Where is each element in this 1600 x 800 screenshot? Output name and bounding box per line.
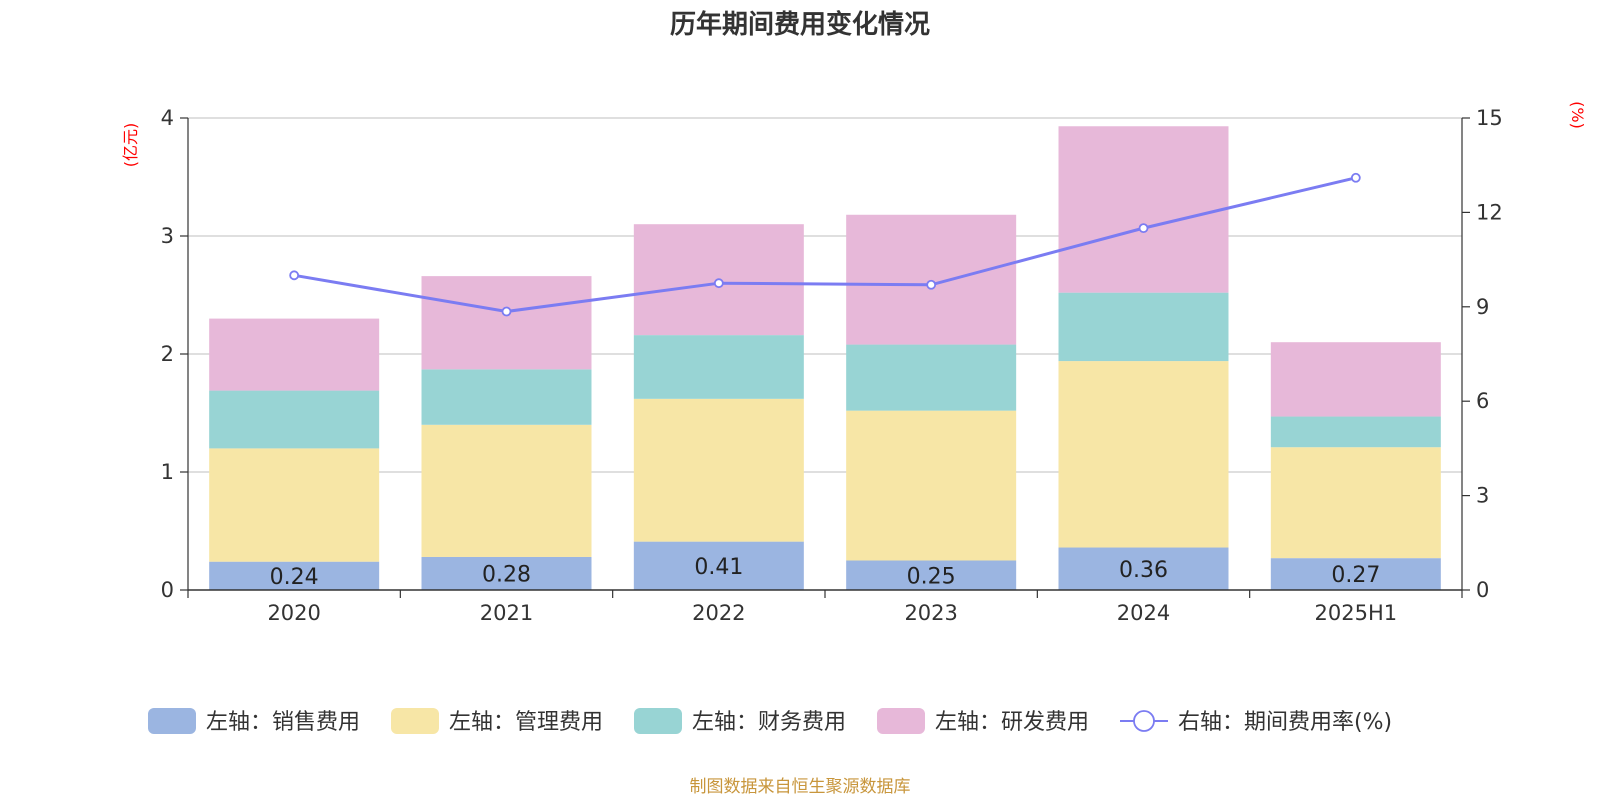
legend-swatch <box>634 708 682 734</box>
bar-segment <box>846 344 1017 411</box>
rate-point <box>1350 172 1361 183</box>
bar-value-label: 0.25 <box>907 564 956 589</box>
bar-group: 0.24 0.28 0.41 0.25 0.36 0.27 <box>209 126 1441 590</box>
rate-point <box>713 278 724 289</box>
bar-segment <box>633 335 804 399</box>
legend: 左轴：销售费用 左轴：管理费用 左轴：财务费用 左轴：研发费用 右轴：期间费用率(%) <box>148 708 1392 735</box>
bar-value-label: 0.24 <box>270 565 319 590</box>
rate-line <box>293 176 1357 314</box>
legend-swatch <box>877 708 925 734</box>
bar-value-label: 0.41 <box>694 555 743 580</box>
bar-segment <box>421 424 592 557</box>
bar-segment <box>846 214 1017 345</box>
right-axis-unit: (%) <box>1568 101 1587 129</box>
bar-segment <box>421 276 592 370</box>
left-tick-label: 3 <box>161 224 174 248</box>
left-tick-label: 2 <box>161 342 174 366</box>
legend-swatch <box>391 708 439 734</box>
bar-segment <box>1270 416 1441 448</box>
right-tick-label: 12 <box>1476 200 1503 224</box>
right-tick-label: 6 <box>1476 389 1489 413</box>
legend-marker <box>1133 710 1155 732</box>
x-tick-label: 2021 <box>480 601 533 625</box>
legend-label: 左轴：销售费用 <box>206 710 360 735</box>
bar-segment <box>1058 361 1229 548</box>
bar-segment <box>633 541 804 590</box>
left-tick-label: 4 <box>161 106 174 130</box>
left-tick-label: 1 <box>161 460 174 484</box>
source-note: 制图数据来自恒生聚源数据库 <box>690 777 911 797</box>
bar-segment <box>421 369 592 425</box>
bar-segment <box>1270 342 1441 417</box>
bar-segment <box>1270 558 1441 590</box>
rate-point <box>501 306 512 317</box>
bar-value-label: 0.27 <box>1331 563 1380 588</box>
legend-label: 左轴：研发费用 <box>935 710 1089 735</box>
bar-segment <box>1058 547 1229 590</box>
left-tick-label: 0 <box>161 578 174 602</box>
bar-segment <box>1058 292 1229 362</box>
bar-segment <box>209 448 380 562</box>
bar-segment <box>1058 126 1229 293</box>
bar-segment <box>1270 447 1441 559</box>
legend-swatch <box>148 708 196 734</box>
chart-title: 历年期间费用变化情况 <box>670 9 930 40</box>
x-tick-label: 2025H1 <box>1315 601 1398 625</box>
x-tick-label: 2022 <box>692 601 745 625</box>
grid-lines <box>188 117 1462 473</box>
x-tick-label: 2020 <box>267 601 320 625</box>
bar-segment <box>846 410 1017 561</box>
legend-label: 左轴：财务费用 <box>692 710 846 735</box>
right-tick-label: 0 <box>1476 578 1489 602</box>
rate-line-group <box>289 172 1361 317</box>
x-tick-label: 2023 <box>904 601 957 625</box>
legend-label: 左轴：管理费用 <box>449 710 603 735</box>
bar-value-label: 0.28 <box>482 562 531 587</box>
legend-label: 右轴：期间费用率(%) <box>1178 710 1392 735</box>
rate-point <box>1138 223 1149 234</box>
bar-segment <box>846 560 1017 590</box>
bar-segment <box>209 318 380 391</box>
right-tick-label: 15 <box>1476 106 1503 130</box>
bar-segment <box>633 398 804 542</box>
right-tick-label: 9 <box>1476 295 1489 319</box>
bar-value-label: 0.36 <box>1119 558 1168 583</box>
rate-point <box>289 270 300 281</box>
rate-point <box>926 279 937 290</box>
bar-segment <box>421 556 592 590</box>
right-tick-label: 3 <box>1476 484 1489 508</box>
x-tick-label: 2024 <box>1117 601 1170 625</box>
bar-segment <box>209 390 380 449</box>
bar-segment <box>209 561 380 590</box>
left-axis-unit: (亿元) <box>121 123 140 168</box>
